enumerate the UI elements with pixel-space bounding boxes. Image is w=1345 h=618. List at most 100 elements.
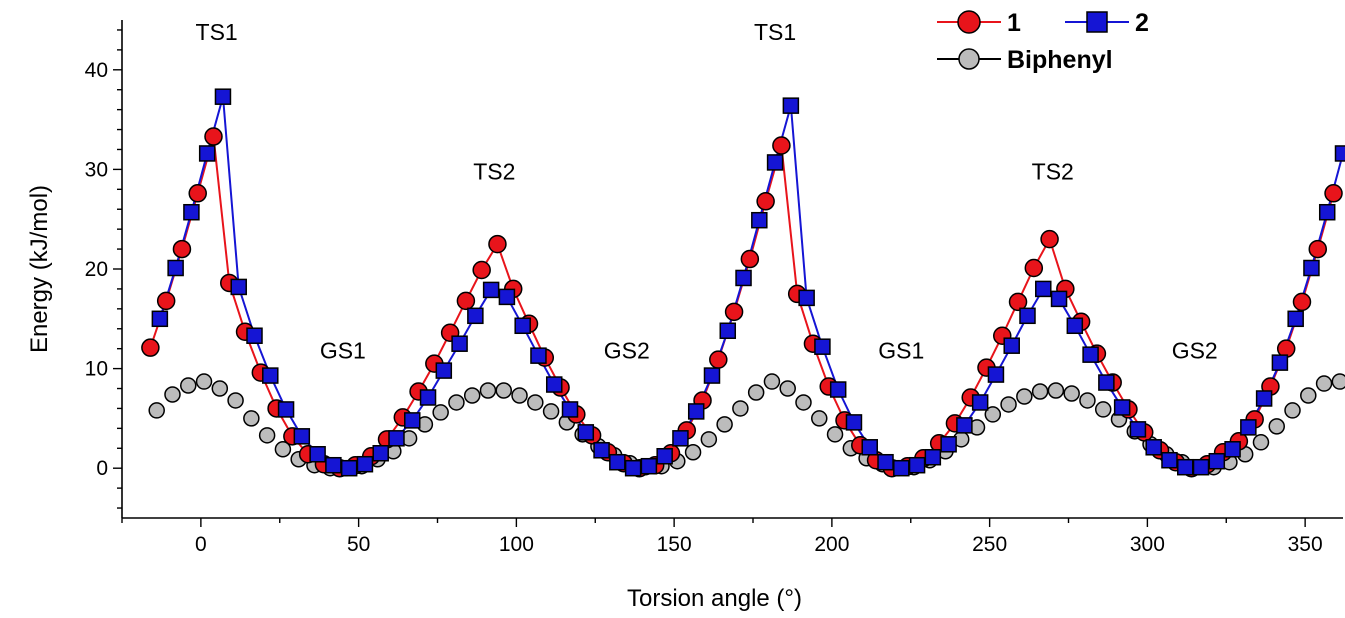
data-point-series-3 bbox=[211, 380, 229, 397]
data-point-series-2 bbox=[151, 310, 169, 328]
data-point-series-2 bbox=[1035, 280, 1052, 298]
data-point-series-2 bbox=[514, 317, 531, 335]
data-point-series-3 bbox=[811, 410, 828, 427]
data-point-series-2 bbox=[593, 442, 610, 459]
data-point-series-3 bbox=[826, 426, 844, 443]
data-point-series-3 bbox=[795, 394, 812, 411]
data-point-series-2 bbox=[309, 446, 326, 463]
data-point-series-3 bbox=[1031, 383, 1049, 400]
data-point-series-2 bbox=[451, 335, 468, 352]
data-point-series-2 bbox=[877, 453, 894, 471]
data-point-series-2 bbox=[1271, 354, 1289, 371]
y-tick-label: 30 bbox=[85, 158, 108, 181]
data-point-series-2 bbox=[1129, 421, 1147, 438]
data-point-series-1 bbox=[772, 136, 791, 155]
annotation-ts1: TS1 bbox=[754, 19, 796, 45]
data-point-series-3 bbox=[1063, 385, 1080, 402]
data-point-series-2 bbox=[1050, 290, 1068, 308]
data-point-series-1 bbox=[1292, 292, 1312, 312]
data-point-series-1 bbox=[724, 302, 744, 322]
data-point-series-2 bbox=[340, 459, 358, 477]
axis-labels: Torsion angle (°) Energy (kJ/mol) bbox=[26, 185, 802, 612]
data-point-series-2 bbox=[1303, 259, 1320, 277]
data-point-series-2 bbox=[1003, 337, 1020, 354]
legend: 1 2 Biphenyl bbox=[937, 9, 1149, 74]
data-point-series-2 bbox=[1208, 452, 1226, 470]
data-point-series-2 bbox=[1192, 458, 1210, 476]
data-point-series-3 bbox=[732, 400, 749, 417]
data-point-series-1 bbox=[488, 234, 507, 254]
data-point-series-2 bbox=[782, 97, 800, 114]
data-point-series-2 bbox=[1287, 310, 1304, 328]
data-point-series-3 bbox=[747, 384, 765, 401]
data-point-series-2 bbox=[703, 367, 721, 384]
annotation-gs2: GS2 bbox=[1172, 338, 1218, 364]
data-point-series-3 bbox=[1315, 375, 1333, 392]
data-point-series-1 bbox=[756, 192, 775, 211]
x-axis-label: Torsion angle (°) bbox=[627, 585, 802, 612]
data-point-series-2 bbox=[246, 327, 263, 344]
data-point-series-2 bbox=[956, 417, 973, 434]
axes: 0 50 100 150 200 250 300 350 0 10 20 30 40 bbox=[85, 20, 1343, 556]
data-point-series-2 bbox=[609, 453, 626, 471]
data-point-series-2 bbox=[687, 403, 705, 420]
data-point-series-2 bbox=[1098, 374, 1115, 391]
data-point-series-2 bbox=[356, 455, 374, 473]
annotation-gs2: GS2 bbox=[604, 338, 650, 364]
data-point-series-2 bbox=[971, 394, 989, 411]
data-point-series-3 bbox=[1268, 418, 1285, 435]
data-point-series-2 bbox=[467, 307, 484, 325]
data-point-series-1 bbox=[188, 184, 207, 203]
data-point-series-2 bbox=[372, 445, 389, 462]
data-point-series-1 bbox=[172, 239, 192, 259]
data-point-series-2 bbox=[530, 347, 547, 364]
data-point-series-3 bbox=[463, 387, 481, 404]
y-tick-label: 20 bbox=[85, 258, 108, 281]
data-point-series-2 bbox=[293, 428, 311, 445]
data-point-series-2 bbox=[814, 338, 831, 355]
data-point-series-3 bbox=[984, 406, 1002, 423]
legend-entry-biphenyl-marker bbox=[958, 48, 980, 70]
data-point-series-3 bbox=[1300, 387, 1317, 404]
data-point-series-3 bbox=[1079, 392, 1096, 409]
data-point-series-2 bbox=[798, 289, 815, 307]
data-point-series-3 bbox=[448, 394, 465, 411]
data-point-series-2 bbox=[482, 281, 500, 299]
data-point-series-2 bbox=[277, 401, 295, 418]
data-point-series-2 bbox=[1019, 307, 1036, 325]
x-tick-label: 100 bbox=[499, 533, 534, 556]
data-point-series-1 bbox=[472, 260, 491, 280]
data-point-series-2 bbox=[183, 203, 200, 221]
data-point-series-2 bbox=[262, 367, 279, 384]
data-point-series-2 bbox=[845, 414, 863, 431]
data-point-series-3 bbox=[148, 402, 165, 419]
data-point-series-3 bbox=[1094, 401, 1112, 418]
data-point-series-2 bbox=[167, 259, 184, 277]
annotation-gs1: GS1 bbox=[320, 338, 366, 364]
data-point-series-3 bbox=[763, 373, 781, 390]
data-point-series-2 bbox=[766, 154, 784, 171]
y-axis-label: Energy (kJ/mol) bbox=[26, 185, 53, 353]
data-point-series-2 bbox=[751, 211, 768, 229]
data-point-series-2 bbox=[404, 412, 421, 429]
data-point-series-3 bbox=[684, 444, 702, 461]
y-tick-label: 0 bbox=[96, 457, 108, 480]
data-point-series-1 bbox=[1308, 239, 1328, 259]
annotation-ts2: TS2 bbox=[473, 158, 515, 184]
data-point-series-3 bbox=[1047, 382, 1065, 399]
x-tick-label: 350 bbox=[1288, 533, 1323, 556]
data-point-series-2 bbox=[1113, 399, 1131, 416]
data-point-series-2 bbox=[1224, 441, 1241, 458]
data-point-series-2 bbox=[1334, 145, 1345, 162]
data-point-series-1 bbox=[1040, 229, 1059, 249]
data-point-series-2 bbox=[545, 376, 563, 393]
data-point-series-3 bbox=[243, 410, 260, 427]
data-point-series-2 bbox=[672, 430, 689, 447]
legend-entry-1-marker bbox=[957, 10, 981, 34]
data-point-series-2 bbox=[829, 381, 847, 398]
data-point-series-2 bbox=[1066, 317, 1084, 335]
data-point-series-3 bbox=[1331, 373, 1345, 390]
data-point-series-3 bbox=[164, 386, 181, 403]
data-point-series-3 bbox=[1252, 434, 1270, 451]
y-tick-label: 40 bbox=[85, 59, 108, 82]
